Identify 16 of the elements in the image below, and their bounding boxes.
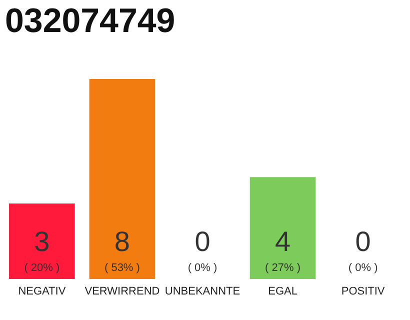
annotation: 0 — [355, 226, 371, 257]
annotation: 4 — [274, 226, 291, 257]
data-label: ( 27% ) — [265, 262, 301, 274]
data-label: ( 53% ) — [104, 262, 140, 274]
annotation: 3 — [34, 226, 50, 257]
data-label: ( 20% ) — [24, 262, 60, 274]
x-tick-label: VERWIRREND — [84, 286, 160, 298]
annotation: 8 — [114, 226, 130, 257]
x-tick-label: POSITIV — [341, 286, 386, 298]
chart-title: 032074749 — [5, 2, 176, 40]
data-label: ( 0% ) — [348, 262, 378, 274]
annotation: 0 — [194, 226, 210, 257]
x-tick-label: NEGATIV — [18, 286, 66, 298]
x-tick-label: UNBEKANNTE — [164, 286, 240, 298]
x-tick-label: EGAL — [268, 286, 298, 298]
data-label: ( 0% ) — [188, 262, 218, 274]
